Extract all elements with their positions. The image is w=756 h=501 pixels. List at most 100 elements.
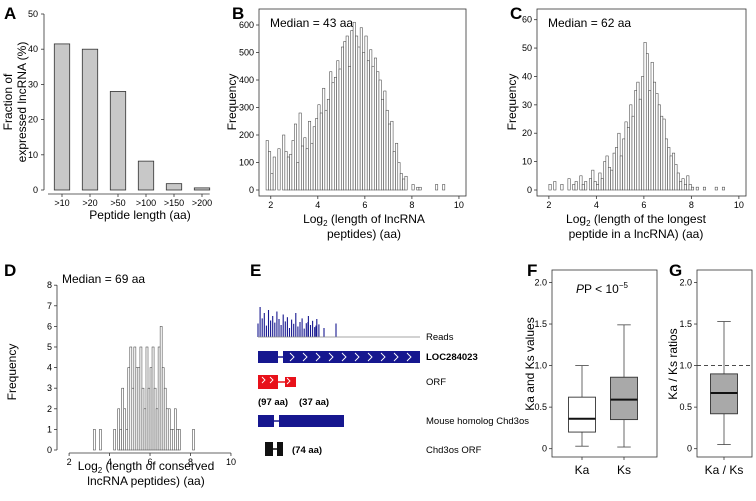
panel-b-ytick-label: 300 <box>239 103 254 113</box>
panel-b-ylabel: Frequency <box>225 74 239 131</box>
panel-a-ytick-label: 30 <box>28 79 38 89</box>
orf-left-length: (97 aa) <box>258 397 288 408</box>
panel-g-ytick-label: 1.0 <box>679 361 692 371</box>
panel-a-xtick-label: >150 <box>164 198 184 208</box>
panel-d-bar <box>172 429 175 451</box>
panel-b-bar <box>366 60 370 191</box>
panel-b-bar <box>350 30 354 191</box>
panel-f-box <box>610 376 638 421</box>
panel-g-ytick-label: 0 <box>687 444 692 454</box>
mouse-orf-model <box>265 442 283 456</box>
panel-c-bar <box>612 152 616 191</box>
panel-c-bar <box>714 186 718 191</box>
panel-b-bar <box>416 186 420 191</box>
panel-b-bar <box>315 118 319 191</box>
panel-d-bar <box>129 346 133 451</box>
panel-b-xtick-label: 10 <box>454 200 464 210</box>
panel-a-bar <box>109 91 127 191</box>
panel-c-bar <box>596 184 600 191</box>
panel-c-ytick-label: 30 <box>522 100 532 110</box>
panel-b-bar <box>289 153 293 191</box>
panel-g-ytick-label: 1.5 <box>679 319 692 329</box>
panel-c-bar <box>593 181 597 191</box>
panel-b-bar <box>284 151 288 191</box>
panel-f-box <box>568 396 596 433</box>
panel-b-bar <box>385 109 389 191</box>
panel-b-bar <box>383 90 387 191</box>
panel-b-bar <box>388 123 392 191</box>
panel-d-bar <box>127 367 131 451</box>
panel-d-bar <box>117 408 120 451</box>
panel-f: F PP < 10−5 0 0.5 1.0 1.5 2.0 Ka Ks Ka and Ks … <box>523 261 658 477</box>
panel-c-bar <box>676 172 680 191</box>
panel-c-bar <box>650 61 654 191</box>
panel-d-xtick-label: 8 <box>188 457 193 467</box>
panel-c-bar <box>660 115 664 191</box>
panel-c-bar <box>622 138 626 191</box>
panel-a-ytick-label: 10 <box>28 150 38 160</box>
panel-a-ytick-label: 50 <box>28 9 38 19</box>
panel-c-bar <box>581 184 585 191</box>
panel-b-bar <box>364 35 368 191</box>
panel-a: A 0 10 20 30 40 50 >10 >20 >50 >100 >150 >200 Pepti… <box>1 4 212 222</box>
panel-c-xtick-label: 8 <box>689 200 694 210</box>
strand-arrows <box>289 352 412 362</box>
panel-d-median: Median = 69 aa <box>62 272 145 286</box>
panel-g-label: G <box>669 261 682 280</box>
panel-b-bar <box>294 123 297 191</box>
panel-c-bar <box>686 175 690 191</box>
mouse-homolog-model <box>258 415 344 427</box>
panel-d-bar <box>131 387 135 451</box>
panel-a-xtick-label: >20 <box>82 198 97 208</box>
panel-d-bar <box>149 367 153 451</box>
panel-c-bar <box>721 186 725 191</box>
panel-d-xlabel-line1: Log2 (length of conserved <box>78 459 215 475</box>
panel-c-bar <box>681 178 685 191</box>
panel-c-bar <box>548 184 552 191</box>
panel-c-bar <box>634 90 638 191</box>
panel-d-bar <box>125 429 129 451</box>
panel-c-bar <box>638 98 642 191</box>
panel-f-xtick-label: Ka <box>575 463 590 477</box>
panel-c-ytick-label: 10 <box>522 157 532 167</box>
panel-c-bar <box>667 147 671 191</box>
panel-a-ytick-label: 40 <box>28 44 38 54</box>
panel-b-bar <box>338 68 342 191</box>
panel-a-xtick-label: >200 <box>192 198 212 208</box>
panel-b-bar <box>352 21 356 191</box>
panel-c-ylabel: Frequency <box>505 74 519 131</box>
panel-d-bar <box>99 429 102 451</box>
panel-b-xtick-label: 8 <box>409 200 414 210</box>
orf-exon-2 <box>285 377 296 387</box>
panel-a-bar <box>53 43 71 191</box>
panel-d-ylabel: Frequency <box>5 344 19 401</box>
panel-c-bar <box>631 115 635 191</box>
mouse-orf-label: Chd3os ORF <box>426 445 482 456</box>
panel-b-bar <box>395 142 399 191</box>
panel-c-xtick-label: 10 <box>734 200 744 210</box>
panel-c-bar <box>610 169 614 191</box>
panel-b-bar <box>442 184 446 191</box>
panel-c-median: Median = 62 aa <box>548 16 631 30</box>
panel-a-label: A <box>4 4 16 23</box>
panel-b-bar <box>319 112 323 191</box>
panel-d-ytick-label: 6 <box>47 321 52 331</box>
panel-g: G 0 0.5 1.0 1.5 2.0 Ka / Ks Ka / Ks ratios <box>666 261 753 477</box>
panel-e: E Reads LOC284023 ORF (97 aa) (37 aa) Mo… <box>250 261 529 456</box>
panel-c-ytick-label: 20 <box>522 128 532 138</box>
panel-c-bar <box>641 76 645 191</box>
panel-b-bar <box>435 184 439 191</box>
panel-d-xlabel-line2: lncRNA peptides) (aa) <box>87 474 204 488</box>
orf-exon-1 <box>258 375 278 389</box>
panel-c-bar <box>607 167 611 191</box>
panel-a-ytick-label: 20 <box>28 115 38 125</box>
panel-c-bar <box>648 90 652 191</box>
panel-a-ylabel-line2: expressed lncRNA (%) <box>15 42 29 163</box>
panel-b-bar <box>272 156 276 191</box>
panel-b-bar <box>376 71 380 191</box>
panel-b-bar <box>418 186 422 191</box>
panel-b-bar <box>277 148 281 191</box>
panel-d-bar <box>163 387 167 451</box>
orf-label: ORF <box>426 377 446 388</box>
panel-d-bar <box>174 408 177 451</box>
